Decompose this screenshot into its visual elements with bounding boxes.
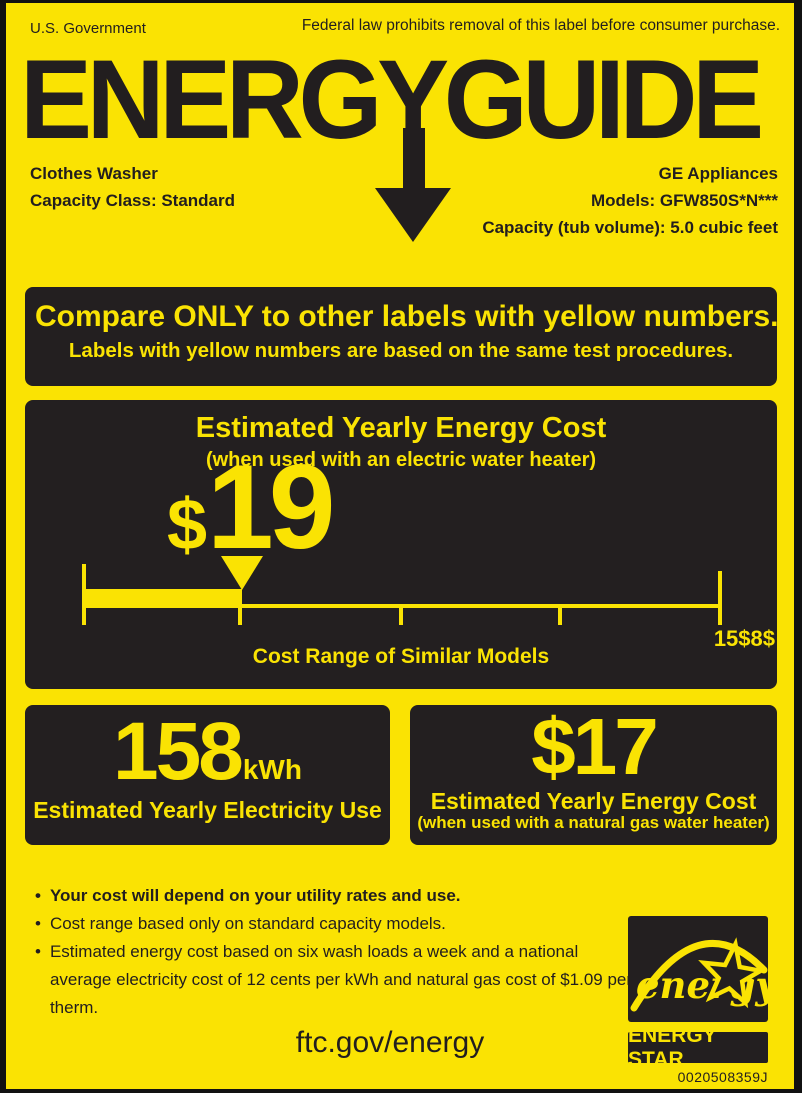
scale-tick-right	[718, 571, 722, 625]
energyguide-logotype: ENERGYGUIDE	[20, 44, 764, 156]
yearly-cost-value: $19	[167, 440, 336, 574]
us-government-text: U.S. Government	[30, 20, 146, 37]
footnote-1-text: Your cost will depend on your utility ra…	[49, 886, 461, 905]
cost-range-axis-line	[84, 604, 722, 608]
scale-right-label: 15$8$	[713, 626, 775, 651]
gas-cost-panel: $17 Estimated Yearly Energy Cost (when u…	[410, 705, 777, 845]
tub-capacity: Capacity (tub volume): 5.0 cubic feet	[482, 218, 778, 237]
compare-headline: Compare ONLY to other labels with yellow…	[35, 300, 777, 333]
energy-star-wordmark: ENERGY STAR	[628, 1024, 768, 1071]
electricity-use-caption: Estimated Yearly Electricity Use	[33, 797, 382, 823]
label-border-left	[0, 0, 6, 1093]
footnote-2-text: Cost range based only on standard capaci…	[49, 914, 446, 933]
bullet-icon: •	[35, 886, 41, 905]
scale-tick-mid2	[558, 604, 562, 625]
electricity-use-panel: 158 kWh Estimated Yearly Electricity Use	[25, 705, 390, 845]
label-code: 0020508359J	[677, 1069, 768, 1085]
electricity-use-value: 158 kWh	[25, 706, 390, 798]
panel-subtitle: (when used with an electric water heater…	[205, 449, 597, 471]
scale-tick-mid1	[399, 604, 403, 625]
energy-star-emblem-icon: energy	[628, 916, 779, 1022]
kwh-unit: kWh	[242, 754, 302, 785]
footnotes: • Your cost will depend on your utility r…	[35, 882, 635, 1022]
footnote-3: • Estimated energy cost based on six wash…	[35, 938, 635, 1022]
product-type: Clothes Washer	[30, 164, 158, 183]
logo-word-energy: ENERGY	[20, 37, 449, 163]
down-arrow-icon	[375, 128, 451, 242]
scale-tick-left	[82, 564, 86, 625]
gas-cost-subcaption: (when used with a natural gas water heat…	[417, 813, 770, 832]
label-border-top	[0, 0, 802, 3]
scale-caption: Cost Range of Similar Models	[252, 645, 550, 668]
label-border-right	[794, 0, 802, 1093]
federal-notice-text: Federal law prohibits removal of this la…	[301, 17, 780, 34]
footnote-3-text: Estimated energy cost based on six wash …	[49, 942, 633, 1017]
bullet-icon: •	[35, 942, 41, 961]
cost-range-filled-bar	[84, 589, 242, 608]
currency-sign: $	[167, 485, 208, 566]
brand-name: GE Appliances	[658, 164, 778, 183]
logo-word-guide: GUIDE	[443, 37, 764, 163]
compare-subline: Labels with yellow numbers are based on …	[68, 339, 734, 362]
ftc-url: ftc.gov/energy	[295, 1026, 485, 1059]
gas-cost-value: $17	[531, 702, 658, 791]
cost-pointer-triangle-icon	[221, 556, 263, 590]
energy-star-logo: energy ENERGY STAR 0020508359J	[628, 916, 779, 1085]
manufacturer-info: GE Appliances Models: GFW850S*N*** Capac…	[482, 160, 778, 241]
electric-cost-panel: Estimated Yearly Energy Cost (when used …	[25, 400, 777, 689]
capacity-class: Capacity Class: Standard	[30, 191, 236, 210]
scale-tick-pointer	[238, 589, 242, 625]
footnote-1: • Your cost will depend on your utility r…	[35, 882, 635, 910]
panel-title: Estimated Yearly Energy Cost	[195, 412, 607, 444]
kwh-number: 158	[113, 706, 244, 798]
compare-banner: Compare ONLY to other labels with yellow…	[25, 287, 777, 386]
cost-number: 19	[207, 440, 336, 574]
label-border-bottom	[0, 1089, 802, 1093]
model-numbers: Models: GFW850S*N***	[590, 191, 778, 210]
gas-cost-caption: Estimated Yearly Energy Cost	[430, 788, 757, 814]
product-info: Clothes Washer Capacity Class: Standard	[30, 160, 235, 214]
bullet-icon: •	[35, 914, 41, 933]
footnote-2: • Cost range based only on standard capac…	[35, 910, 635, 938]
